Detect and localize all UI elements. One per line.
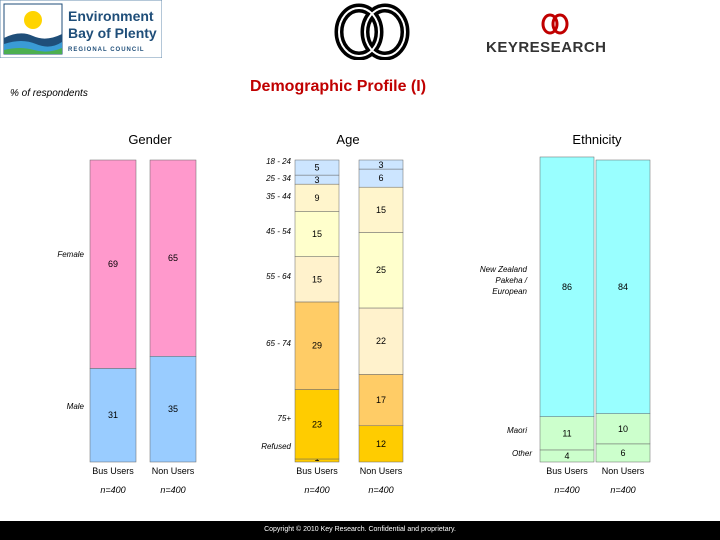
- data-label-gender-female-bus-users: 69: [108, 259, 118, 269]
- page-title: Demographic Profile (I): [250, 78, 427, 95]
- data-label-ethnicity-other-bus-users: 4: [564, 451, 569, 461]
- series-label-75: 75+: [277, 414, 291, 423]
- category-label-age-non-users: Non Users: [360, 466, 403, 476]
- footer-bar: Copyright © 2010 Key Research. Confident…: [0, 521, 720, 540]
- category-label-gender-non-users: Non Users: [152, 466, 195, 476]
- bar-age-75-non-users: [358, 425, 404, 463]
- data-label-gender-female-non-users: 65: [168, 253, 178, 263]
- data-label-age-35-44-non-users: 15: [376, 205, 386, 215]
- category-label-ethnicity-bus-users: Bus Users: [546, 466, 588, 476]
- bar-age-45-54-bus-users: [294, 211, 340, 257]
- keyresearch-wordmark: KEYRESEARCH: [486, 39, 607, 56]
- data-label-ethnicity-new-zealand-pakeha-european-bus-users: 86: [562, 282, 572, 292]
- series-label-25-34: 25 - 34: [265, 174, 291, 183]
- data-label-age-65-74-bus-users: 29: [312, 341, 322, 351]
- data-label-age-25-34-bus-users: 3: [314, 175, 319, 185]
- bar-age-18-24-bus-users: [294, 159, 340, 176]
- category-label-gender-bus-users: Bus Users: [92, 466, 134, 476]
- data-label-age-65-74-non-users: 17: [376, 395, 386, 405]
- sample-size-age-non-users: n=400: [368, 485, 393, 495]
- sun-icon: [24, 11, 42, 29]
- category-label-ethnicity-non-users: Non Users: [602, 466, 645, 476]
- environment-bop-logo: Environment Bay of Plenty REGIONAL COUNC…: [0, 0, 162, 58]
- data-label-age-55-64-bus-users: 15: [312, 274, 322, 284]
- data-label-ethnicity-other-non-users: 6: [620, 448, 625, 458]
- bar-age-35-44-bus-users: [294, 183, 340, 212]
- series-label-female: Female: [57, 250, 84, 259]
- chart-title-gender: Gender: [128, 132, 172, 147]
- data-label-age-35-44-bus-users: 9: [314, 193, 319, 203]
- bar-age-55-64-non-users: [358, 307, 404, 375]
- bar-age-65-74-non-users: [358, 374, 404, 427]
- data-label-age-75-non-users: 12: [376, 439, 386, 449]
- bar-age-45-54-non-users: [358, 232, 404, 309]
- data-label-gender-male-non-users: 35: [168, 404, 178, 414]
- series-label-65-74: 65 - 74: [266, 339, 291, 348]
- data-label-age-75-bus-users: 23: [312, 419, 322, 429]
- data-label-ethnicity-new-zealand-pakeha-european-non-users: 84: [618, 282, 628, 292]
- keyresearch-logo: KEYRESEARCH: [486, 13, 607, 56]
- data-label-gender-male-bus-users: 31: [108, 410, 118, 420]
- bar-age-55-64-bus-users: [294, 256, 340, 303]
- series-label-45-54: 45 - 54: [266, 227, 291, 236]
- data-label-age-18-24-non-users: 3: [378, 160, 383, 170]
- bar-ethnicity-new-zealand-pakeha-european-bus-users: [539, 156, 595, 417]
- bar-age-75-bus-users: [294, 389, 340, 460]
- sample-size-age-bus-users: n=400: [304, 485, 329, 495]
- series-label-male: Male: [67, 402, 85, 411]
- bar-age-18-24-non-users: [358, 159, 404, 170]
- bar-ethnicity-new-zealand-pakeha-european-non-users: [595, 159, 651, 414]
- bar-gender-female-non-users: [149, 159, 197, 357]
- series-label-55-64: 55 - 64: [266, 272, 291, 281]
- bar-gender-male-bus-users: [89, 368, 137, 463]
- bar-age-35-44-non-users: [358, 186, 404, 233]
- sample-size-gender-bus-users: n=400: [100, 485, 125, 495]
- series-label-new-zealand-pakeha-european: New Zealand Pakeha / European: [480, 265, 528, 296]
- sample-size-gender-non-users: n=400: [160, 485, 185, 495]
- subtitle: % of respondents: [10, 88, 88, 99]
- data-label-age-45-54-non-users: 25: [376, 265, 386, 275]
- series-label-maori: Maori: [507, 426, 527, 435]
- data-label-age-18-24-bus-users: 5: [314, 163, 319, 173]
- bar-ethnicity-maori-bus-users: [539, 416, 595, 451]
- copyright-text: Copyright © 2010 Key Research. Confident…: [264, 526, 456, 533]
- category-label-age-bus-users: Bus Users: [296, 466, 338, 476]
- data-label-ethnicity-maori-bus-users: 11: [562, 428, 571, 438]
- logo-line3: REGIONAL COUNCIL: [68, 47, 145, 53]
- data-label-age-25-34-non-users: 6: [378, 173, 383, 183]
- data-label-age-45-54-bus-users: 15: [312, 229, 322, 239]
- data-label-ethnicity-maori-non-users: 10: [618, 424, 628, 434]
- sample-size-ethnicity-non-users: n=400: [610, 485, 635, 495]
- series-label-35-44: 35 - 44: [266, 192, 291, 201]
- series-label-refused: Refused: [261, 442, 291, 451]
- logo-line1: Environment: [68, 8, 154, 24]
- chart-title-ethnicity: Ethnicity: [572, 132, 622, 147]
- data-label-age-55-64-non-users: 22: [376, 336, 386, 346]
- chart-title-age: Age: [336, 132, 359, 147]
- bar-gender-female-bus-users: [89, 159, 137, 369]
- keyresearch-rings-logo: [334, 3, 410, 60]
- logo-line2: Bay of Plenty: [68, 25, 157, 41]
- series-label-18-24: 18 - 24: [266, 157, 291, 166]
- series-label-other: Other: [512, 449, 532, 458]
- sample-size-ethnicity-bus-users: n=400: [554, 485, 579, 495]
- bar-gender-male-non-users: [149, 356, 197, 463]
